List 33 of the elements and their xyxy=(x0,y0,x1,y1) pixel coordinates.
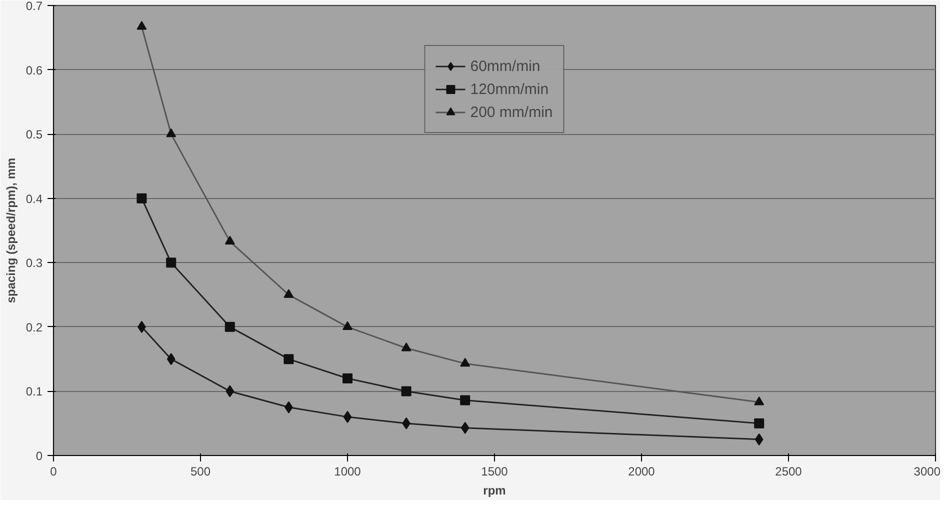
x-tick-label: 2000 xyxy=(628,464,656,478)
point xyxy=(166,258,176,268)
point xyxy=(284,354,294,364)
y-tick-label: 0.1 xyxy=(26,384,43,399)
y-tick-label: 0.3 xyxy=(26,256,43,270)
x-tick-label: 0 xyxy=(50,464,58,478)
point xyxy=(224,322,235,332)
y-axis-title: spacing (speed/rpm), mm xyxy=(4,158,18,304)
point xyxy=(460,422,470,434)
legend-label: 60mm/min xyxy=(470,58,540,74)
x-tick-label: 1500 xyxy=(481,464,508,478)
x-tick-label: 1000 xyxy=(334,464,362,478)
point xyxy=(460,395,470,406)
point xyxy=(401,386,412,396)
y-tick-label: 0.7 xyxy=(26,0,43,13)
point xyxy=(166,353,176,366)
y-tick-label: 0.6 xyxy=(26,63,43,78)
x-axis-title: rpm xyxy=(483,484,506,498)
point xyxy=(226,385,234,398)
point xyxy=(136,193,147,204)
point xyxy=(754,418,764,428)
x-tick-label: 3000 xyxy=(914,464,941,478)
y-tick-label: 0.5 xyxy=(26,128,43,142)
y-tick-label: 0.2 xyxy=(26,320,43,334)
point xyxy=(343,410,352,423)
legend-label: 200 mm/min xyxy=(470,104,553,120)
y-tick-label: 0.4 xyxy=(26,192,43,206)
y-tick-label: 0 xyxy=(36,449,43,463)
legend-label: 120mm/min xyxy=(470,80,549,98)
point xyxy=(342,373,352,384)
x-tick-label: 2500 xyxy=(775,464,802,478)
point xyxy=(754,433,764,446)
x-tick-label: 500 xyxy=(190,464,211,478)
